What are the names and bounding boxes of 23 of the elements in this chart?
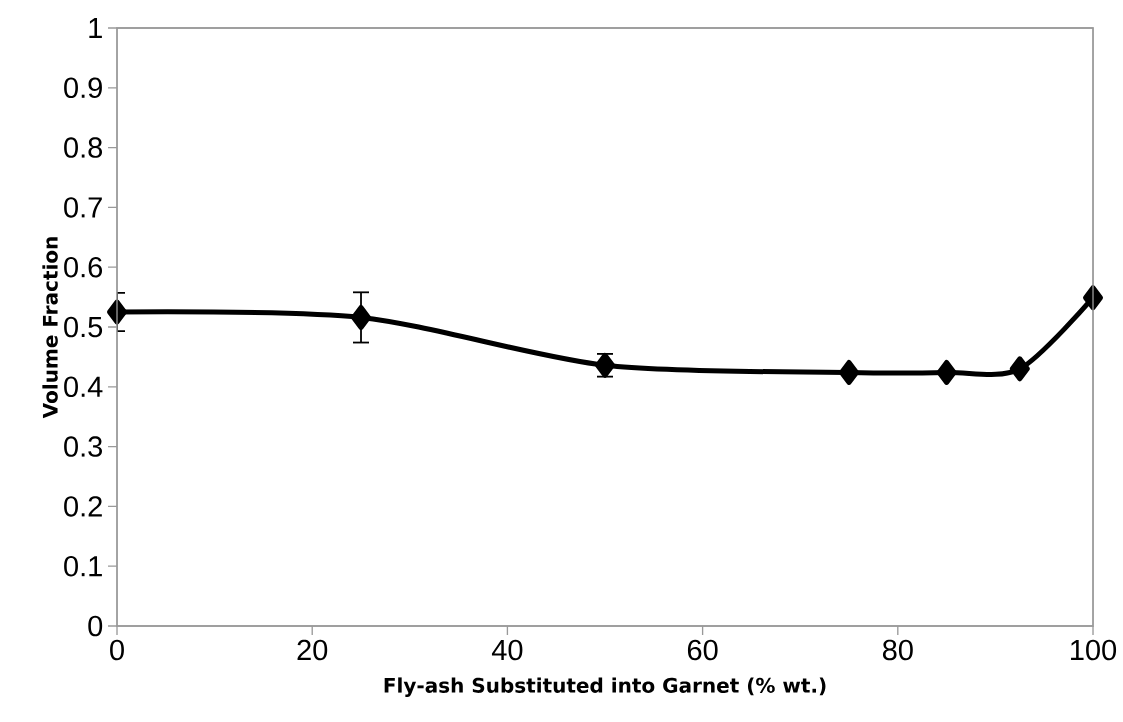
point bbox=[351, 304, 372, 330]
y-tick-label: 0.2 bbox=[64, 496, 102, 517]
y-tick-label: 0.5 bbox=[64, 316, 103, 338]
x-tick-label: 60 bbox=[687, 639, 718, 661]
x-tick-label: 40 bbox=[491, 639, 523, 661]
y-tick-label: 0.1 bbox=[64, 555, 102, 577]
y-tick-label: 0.7 bbox=[64, 197, 102, 218]
y-tick-label: 0.4 bbox=[64, 376, 103, 398]
y-tick-label: 0 bbox=[88, 615, 103, 637]
y-tick-label: 0.6 bbox=[64, 256, 103, 278]
x-tick-label: 80 bbox=[882, 639, 913, 661]
x-tick-label: 100 bbox=[1071, 639, 1117, 661]
x-axis-title: Fly-ash Substituted into Garnet (% wt.) bbox=[384, 677, 826, 697]
y-axis-title: Volume Fraction bbox=[42, 237, 58, 419]
y-tick-label: 0.8 bbox=[64, 137, 103, 158]
x-tick-label: 20 bbox=[297, 639, 328, 661]
y-tick-label: 0.9 bbox=[64, 77, 102, 99]
point bbox=[936, 359, 957, 385]
point bbox=[839, 359, 860, 385]
point bbox=[1009, 356, 1030, 382]
y-tick-label: 0.3 bbox=[64, 436, 103, 457]
y-tick-label: 1 bbox=[89, 18, 102, 38]
x-tick-label: 0 bbox=[110, 639, 124, 661]
